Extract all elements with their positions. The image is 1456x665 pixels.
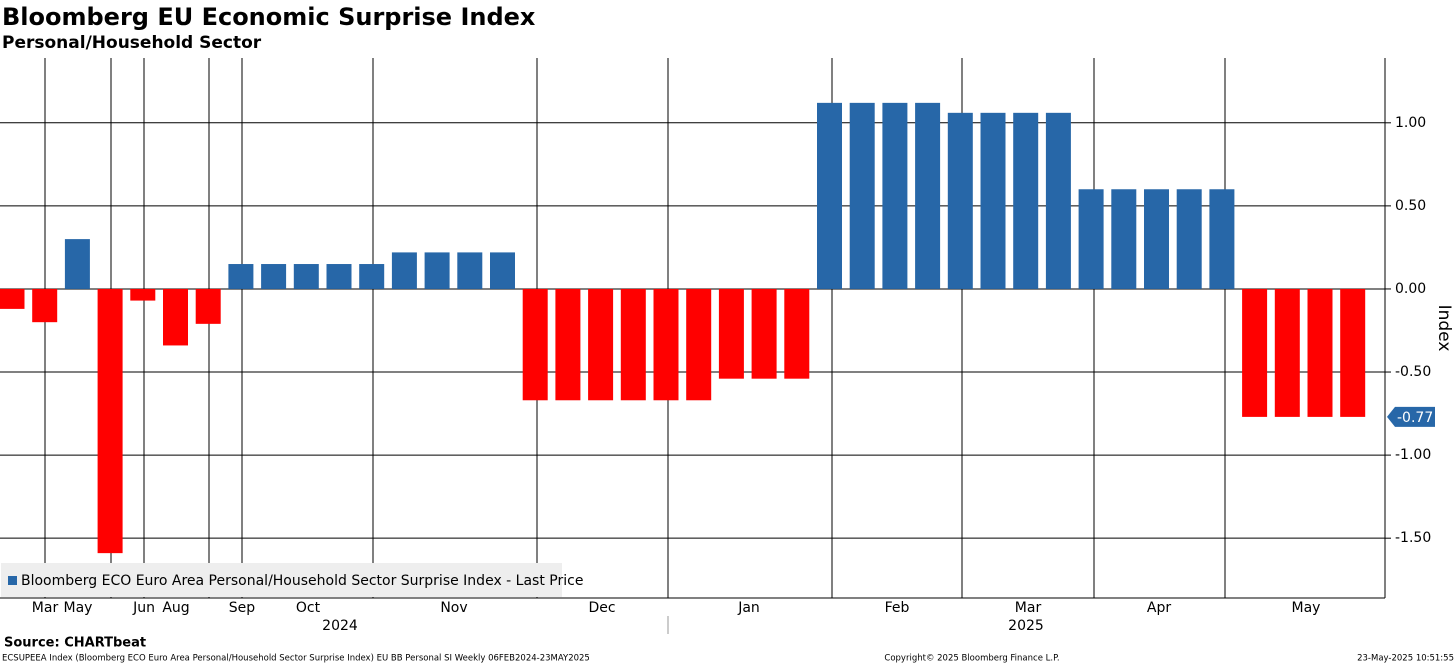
footer-left: ECSUPEEA Index (Bloomberg ECO Euro Area …	[2, 654, 590, 664]
bar	[784, 288, 810, 379]
legend-label: Bloomberg ECO Euro Area Personal/Househo…	[21, 573, 583, 589]
x-month-label: Jan	[737, 600, 760, 616]
bar	[424, 252, 450, 289]
bar	[947, 112, 973, 289]
bar	[490, 252, 515, 289]
bar	[718, 288, 744, 379]
bar	[1209, 189, 1235, 289]
bar	[228, 264, 254, 289]
bar	[751, 288, 777, 379]
bar	[1307, 288, 1333, 417]
y-tick-label: 0.00	[1395, 281, 1426, 297]
bar	[130, 288, 156, 301]
x-month-label: Mar	[1015, 600, 1042, 616]
last-price-tag	[1387, 406, 1435, 427]
x-month-label: Jun	[132, 600, 155, 616]
x-month-label: May	[1292, 600, 1321, 616]
bar	[588, 288, 614, 401]
bar	[457, 252, 483, 289]
y-tick-label: -0.50	[1395, 364, 1431, 380]
bar	[980, 112, 1006, 289]
bar	[97, 288, 123, 554]
bar	[1111, 189, 1137, 289]
footer-right: 23-May-2025 10:51:55	[1357, 654, 1454, 664]
chart-title: Bloomberg EU Economic Surprise Index	[2, 3, 536, 31]
footer-center: Copyright© 2025 Bloomberg Finance L.P.	[884, 654, 1059, 664]
chart-subtitle: Personal/Household Sector	[2, 33, 262, 53]
y-tick-label: 1.00	[1395, 115, 1426, 131]
bar	[849, 102, 875, 289]
bar	[882, 102, 908, 289]
bar	[555, 288, 581, 401]
bar	[1340, 288, 1366, 417]
bar	[195, 288, 221, 324]
bar	[686, 288, 712, 401]
x-month-label: Mar	[32, 600, 59, 616]
bar	[1078, 189, 1104, 289]
y-tick-label: -1.00	[1395, 447, 1431, 463]
bar	[163, 288, 188, 346]
bar	[1242, 288, 1268, 417]
y-axis-label: Index	[1434, 305, 1454, 352]
x-month-label: Nov	[440, 600, 467, 616]
bar	[1176, 189, 1202, 289]
bar	[261, 264, 287, 289]
bar	[522, 288, 548, 401]
bar	[326, 264, 352, 289]
bar	[817, 102, 842, 289]
x-year-label: 2025	[1008, 618, 1044, 634]
x-month-label: Oct	[296, 600, 321, 616]
x-month-label: Apr	[1147, 600, 1171, 616]
bar	[1013, 112, 1039, 289]
bar	[391, 252, 417, 289]
bar	[0, 288, 25, 309]
bar	[915, 102, 941, 289]
last-price-label: -0.77	[1397, 410, 1433, 426]
bar	[653, 288, 679, 401]
x-month-label: Aug	[162, 600, 189, 616]
x-month-label: Sep	[229, 600, 256, 616]
x-month-label: Dec	[588, 600, 615, 616]
bar	[1045, 112, 1071, 289]
bar	[32, 288, 58, 323]
legend-box	[1, 563, 562, 597]
x-year-label: 2024	[322, 618, 358, 634]
legend-swatch	[8, 576, 17, 585]
y-tick-label: -1.50	[1395, 530, 1431, 546]
bar	[1274, 288, 1300, 417]
bar	[64, 239, 90, 289]
source: Source: CHARTbeat	[4, 636, 146, 651]
bar	[293, 264, 319, 289]
bar	[1144, 189, 1169, 289]
bar	[359, 264, 385, 289]
x-month-label: May	[64, 600, 93, 616]
y-tick-label: 0.50	[1395, 198, 1426, 214]
bar	[620, 288, 646, 401]
x-month-label: Feb	[885, 600, 910, 616]
